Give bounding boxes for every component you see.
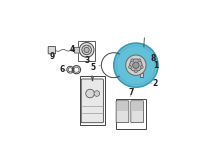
Bar bbox=[78, 41, 95, 61]
Circle shape bbox=[114, 43, 158, 87]
Circle shape bbox=[134, 70, 137, 73]
Text: 6: 6 bbox=[59, 65, 65, 74]
Circle shape bbox=[129, 66, 132, 69]
Circle shape bbox=[140, 66, 143, 69]
Circle shape bbox=[91, 76, 93, 78]
Text: 4: 4 bbox=[70, 45, 78, 54]
Text: 8: 8 bbox=[150, 54, 156, 63]
FancyBboxPatch shape bbox=[81, 79, 103, 123]
Bar bbox=[117, 102, 128, 111]
Bar bbox=[131, 102, 143, 111]
Circle shape bbox=[116, 46, 155, 85]
Circle shape bbox=[79, 42, 94, 57]
Circle shape bbox=[84, 47, 89, 52]
Text: 9: 9 bbox=[50, 52, 55, 61]
Circle shape bbox=[133, 62, 139, 68]
FancyBboxPatch shape bbox=[48, 46, 56, 54]
Bar bbox=[80, 76, 105, 125]
FancyBboxPatch shape bbox=[74, 47, 80, 53]
Circle shape bbox=[82, 45, 91, 55]
Circle shape bbox=[86, 89, 94, 98]
Text: 2: 2 bbox=[150, 79, 157, 88]
Bar bbox=[140, 73, 143, 77]
Circle shape bbox=[126, 55, 146, 75]
FancyBboxPatch shape bbox=[116, 101, 129, 123]
FancyBboxPatch shape bbox=[131, 101, 144, 123]
Circle shape bbox=[130, 59, 142, 71]
Text: 5: 5 bbox=[91, 63, 100, 72]
Circle shape bbox=[94, 91, 100, 96]
Text: 3: 3 bbox=[84, 56, 89, 65]
Circle shape bbox=[138, 59, 141, 62]
Bar bbox=[116, 99, 146, 129]
Text: 1: 1 bbox=[153, 61, 159, 70]
Circle shape bbox=[131, 59, 134, 62]
Text: 7: 7 bbox=[128, 88, 133, 97]
